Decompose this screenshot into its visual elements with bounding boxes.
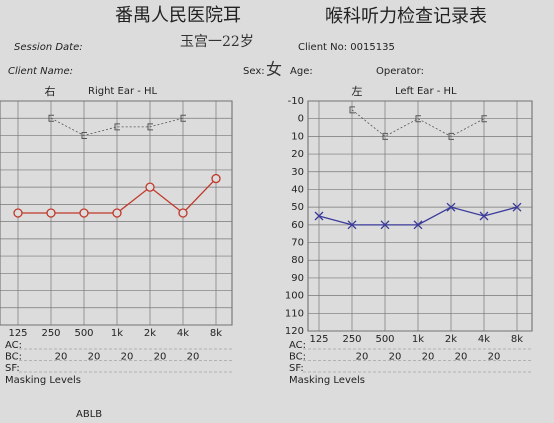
x-tick-label: 500	[375, 334, 394, 345]
client-name: Client Name:	[8, 66, 73, 77]
row-value: 20	[422, 352, 435, 363]
client-no: Client No: 0015135	[298, 42, 395, 53]
ablb: ABLB	[76, 409, 102, 420]
x-tick-label: 250	[41, 328, 60, 339]
row-value: 20	[55, 352, 68, 363]
title: 喉科听力检查记录表	[325, 6, 487, 27]
x-tick-label: 125	[8, 328, 27, 339]
x-tick-label: 2k	[445, 334, 457, 345]
y-tick-label: 100	[285, 291, 304, 302]
sex-value: 女	[266, 60, 282, 79]
x-tick-label: 500	[74, 328, 93, 339]
marker	[415, 115, 421, 123]
handwritten-name: 玉宫一22岁	[180, 34, 254, 50]
row-label: AC:	[5, 340, 22, 351]
y-tick-label: 40	[291, 184, 304, 195]
chart-title: Right Ear - HL	[88, 86, 158, 97]
marker	[349, 106, 355, 114]
sex: Sex:	[243, 66, 265, 77]
row-value: 20	[455, 352, 468, 363]
x-tick-label: 4k	[177, 328, 189, 339]
row-label: BC:	[5, 352, 22, 363]
marker	[512, 202, 522, 212]
marker	[446, 202, 456, 212]
x-tick-label: 4k	[478, 334, 490, 345]
masking-label: Masking Levels	[289, 375, 365, 386]
marker	[479, 211, 489, 221]
y-tick-label: 110	[285, 308, 304, 319]
y-tick-label: 80	[291, 255, 304, 266]
y-tick-label: 70	[291, 238, 304, 249]
y-tick-label: -10	[288, 96, 304, 107]
marker	[13, 208, 23, 218]
marker	[211, 173, 221, 184]
y-tick-label: 10	[291, 131, 304, 142]
marker	[380, 220, 390, 230]
row-value: 20	[488, 352, 501, 363]
marker	[145, 182, 155, 192]
row-label: SF:	[289, 363, 304, 374]
y-tick-label: 0	[298, 114, 304, 125]
age: Age:	[290, 66, 313, 77]
operator: Operator:	[376, 66, 424, 77]
y-tick-label: 20	[291, 149, 304, 160]
x-tick-label: 2k	[144, 328, 156, 339]
marker	[382, 132, 388, 140]
marker	[112, 208, 122, 218]
marker	[48, 114, 54, 122]
row-label: AC:	[289, 340, 306, 351]
series-line	[50, 117, 184, 136]
marker	[79, 208, 89, 218]
series-line	[351, 109, 485, 137]
marker	[347, 220, 357, 230]
y-tick-label: 30	[291, 167, 304, 178]
marker	[178, 208, 188, 218]
y-tick-label: 120	[285, 326, 304, 337]
marker	[147, 123, 153, 131]
row-label: SF:	[5, 363, 20, 374]
side-label: 右	[45, 84, 56, 98]
title: 番禺人民医院耳	[115, 5, 241, 26]
side-label: 左	[352, 85, 363, 98]
y-tick-label: 90	[291, 273, 304, 284]
x-tick-label: 1k	[412, 334, 424, 345]
x-tick-label: 250	[342, 334, 361, 345]
x-tick-label: 8k	[511, 334, 523, 345]
session-date: Session Date:	[14, 42, 83, 53]
x-tick-label: 8k	[210, 328, 222, 339]
row-value: 20	[356, 352, 369, 363]
row-label: BC:	[289, 352, 306, 363]
marker	[448, 132, 454, 140]
marker	[481, 115, 487, 123]
marker	[46, 208, 56, 218]
marker	[180, 114, 186, 122]
masking-label: Masking Levels	[5, 375, 81, 386]
chart-title: Left Ear - HL	[395, 86, 457, 97]
row-value: 20	[88, 352, 101, 363]
row-value: 20	[187, 352, 200, 363]
y-tick-label: 60	[291, 220, 304, 231]
row-value: 20	[154, 352, 167, 363]
marker	[314, 211, 324, 221]
marker	[413, 220, 423, 230]
marker	[81, 131, 87, 139]
y-tick-label: 50	[291, 202, 304, 213]
row-value: 20	[121, 352, 134, 363]
row-value: 20	[389, 352, 402, 363]
x-tick-label: 125	[309, 334, 328, 345]
marker	[114, 123, 120, 131]
x-tick-label: 1k	[111, 328, 123, 339]
